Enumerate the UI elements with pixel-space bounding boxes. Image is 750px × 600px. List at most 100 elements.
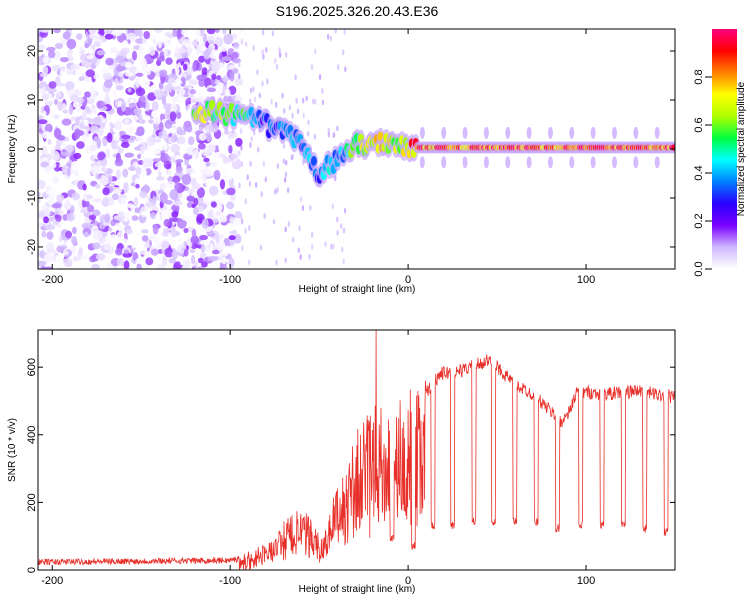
spectrogram-noise-cell [221,56,232,62]
spectrogram-noise-cell [92,106,97,115]
spectrogram-noise-cell [199,132,207,141]
spectrogram-noise-cell [194,149,199,158]
spectrogram-noise-cell [306,130,310,137]
spectrogram-noise-cell [96,49,106,56]
spectrogram-noise-cell [214,29,220,34]
spectrogram-noise-cell [62,250,69,256]
spectrogram-noise-cell [329,35,333,42]
spectrogram-noise-cell [201,261,208,268]
spectrogram-x-tick-label: -100 [219,274,241,286]
spectrogram-noise-cell [216,75,222,80]
spectrogram-noise-cell [195,251,200,260]
spectrogram-noise-cell [153,89,164,98]
spectrogram-noise-cell [212,208,223,219]
spectrogram-noise-cell [138,44,144,55]
spectrogram-noise-cell [62,214,69,221]
spectrogram-noise-cell [76,141,85,149]
spectrogram-noise-cell [134,207,140,212]
spectrogram-noise-cell [285,159,288,166]
spectrogram-noise-cell [270,98,273,105]
spectrogram-noise-cell [310,63,314,70]
spectrogram-noise-cell [102,196,110,205]
spectrogram-noise-cell [294,74,297,81]
spectrogram-smear [590,126,596,139]
spectrogram-noise-cell [120,196,127,205]
spectrogram-noise-cell [183,122,188,132]
spectrogram-noise-cell [76,33,83,41]
spectrogram-x-tick-label: 0 [405,274,411,286]
spectrogram-noise-cell [57,134,66,141]
spectrogram-noise-cell [92,116,102,125]
spectrogram-noise-cell [250,135,253,142]
spectrogram-noise-cell [120,142,130,149]
spectrogram-noise-cell [124,152,135,158]
spectrogram-noise-cell [238,150,241,157]
spectrogram-noise-cell [135,87,146,97]
spectrogram-noise-cell [141,38,147,44]
spectrogram-noise-cell [201,149,210,157]
spectrogram-noise-cell [342,258,345,265]
spectrogram-noise-cell [165,180,176,188]
spectrogram-noise-cell [215,39,224,45]
spectrogram-noise-cell [185,167,195,174]
spectrogram-noise-cell [175,66,180,76]
spectrogram-smear [526,156,532,169]
spectrogram-noise-cell [274,188,277,195]
spectrogram-noise-cell [76,79,82,91]
spectrogram-noise-cell [165,108,172,118]
spectrogram-noise-cell [340,223,343,230]
spectrogram-noise-cell [168,258,177,264]
spectrogram-noise-cell [240,218,244,225]
spectrogram-noise-cell [197,266,204,269]
spectrogram-noise-cell [213,169,221,181]
spectrogram-noise-cell [314,98,317,105]
spectrogram-noise-cell [196,187,205,199]
spectrogram-noise-cell [113,50,120,56]
spectrogram-noise-cell [226,187,236,196]
spectrogram-noise-cell [302,112,305,119]
spectrogram-noise-cell [327,131,331,138]
spectrogram-noise-cell [159,182,166,191]
spectrogram-noise-cell [118,72,124,78]
spectrogram-noise-cell [171,250,179,260]
spectrogram-noise-cell [160,240,170,249]
spectrogram-noise-cell [61,118,72,126]
spectrogram-noise-cell [90,44,95,49]
spectrogram-noise-cell [142,114,147,119]
spectrogram-noise-cell [201,218,209,229]
spectrogram-noise-cell [162,255,168,266]
spectrogram-noise-cell [135,76,140,88]
spectrogram-noise-cell [324,241,327,248]
spectrogram-noise-cell [128,221,139,227]
spectrogram-noise-cell [114,120,123,131]
spectrogram-noise-cell [175,166,184,173]
spectrogram-smear [612,126,618,139]
spectrogram-noise-cell [210,201,217,208]
spectrogram-noise-cell [52,221,59,226]
spectrogram-noise-cell [147,92,157,101]
spectrogram-noise-cell [188,79,198,86]
spectrogram-noise-cell [226,201,235,210]
spectrogram-noise-cell [120,100,127,112]
spectrogram-noise-cell [226,222,235,232]
spectrogram-noise-cell [343,29,346,36]
spectrogram-noise-cell [164,119,173,129]
spectrogram-noise-cell [158,82,164,90]
spectrogram-noise-cell [105,92,110,102]
spectrogram-noise-cell [165,57,173,65]
spectrogram-noise-cell [290,154,294,161]
spectrogram-noise-cell [150,248,159,256]
spectrogram-noise-cell [238,73,241,80]
spectrogram-noise-cell [53,29,61,34]
spectrogram-noise-cell [138,101,147,108]
spectrogram-noise-cell [89,125,100,134]
spectrogram-noise-cell [80,254,89,260]
spectrogram-smear [483,156,489,169]
spectrogram-noise-cell [41,29,51,33]
spectrogram-smear [462,156,468,169]
spectrogram-noise-cell [48,216,56,222]
spectrogram-noise-cell [256,69,259,76]
spectrogram-noise-cell [284,51,288,58]
spectrogram-noise-cell [70,116,77,122]
colorbar: 0.0 0.2 0.4 0.6 0.8 Normalized spectral ampl… [693,29,747,277]
